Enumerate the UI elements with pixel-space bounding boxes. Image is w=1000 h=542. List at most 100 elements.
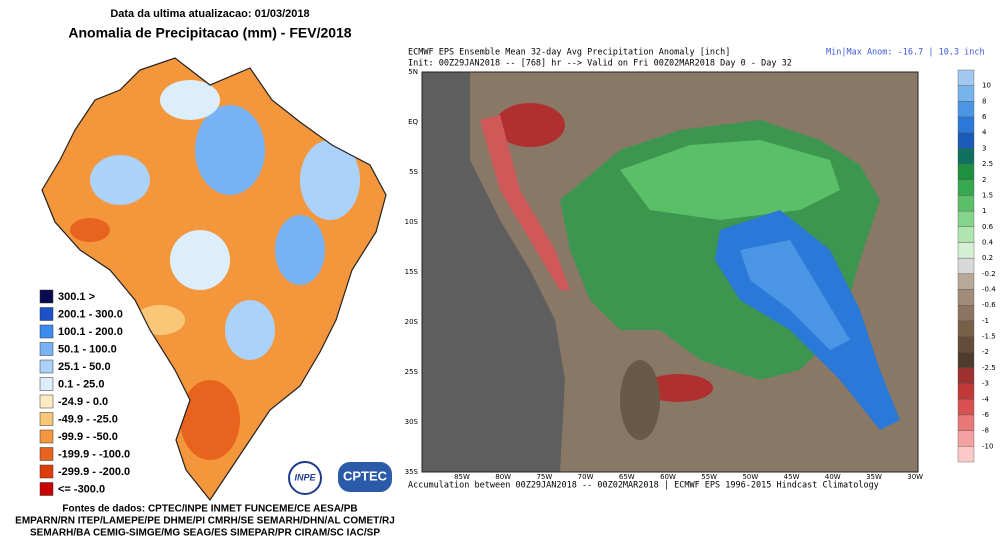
colorbar-cell: [957, 210, 975, 227]
colorbar-label: -2.5: [982, 364, 996, 372]
legend-label: -49.9 - -25.0: [58, 413, 118, 425]
lon-label: 60W: [660, 473, 676, 481]
colorbar-cell: [957, 320, 975, 337]
right-footer: Accumulation between 00Z29JAN2018 -- 00Z…: [408, 481, 879, 491]
colorbar-label: 3: [982, 144, 986, 152]
lon-label: 50W: [742, 473, 758, 481]
lon-label: 85W: [454, 473, 470, 481]
legend-swatch: [39, 359, 54, 374]
legend-swatch: [39, 307, 54, 321]
lon-label: 35W: [866, 473, 882, 481]
lon-label: 75W: [536, 473, 552, 481]
colorbar-label: -2: [982, 348, 989, 356]
lon-label: 70W: [578, 473, 594, 481]
colorbar-cell: [957, 242, 975, 259]
updated: Data da ultima atualizacao: 01/03/2018: [110, 8, 309, 20]
lon-label: 30W: [907, 473, 923, 481]
legend-label: 300.1 >: [58, 291, 95, 303]
legend-label: -299.9 - -200.0: [58, 466, 130, 478]
colorbar-label: -4: [982, 395, 990, 403]
colorbar-label: 2.5: [982, 160, 993, 168]
colorbar-label: 10: [982, 82, 991, 90]
legend-swatch: [39, 377, 54, 391]
legend-swatch: [39, 464, 54, 479]
right-title: ECMWF EPS Ensemble Mean 32-day Avg Preci…: [408, 48, 730, 58]
colorbar-cell: [957, 69, 975, 86]
legend-label: -199.9 - -100.0: [58, 448, 130, 460]
legend: 300.1 > 200.1 - 300.0 100.1 - 200.0 50.1 - …: [39, 289, 130, 496]
colorbar-label: -1.5: [982, 333, 996, 341]
colorbar-label: 4: [982, 129, 987, 137]
colorbar-cell: [957, 148, 975, 165]
colorbar-cell: [957, 399, 975, 416]
colorbar-cell: [957, 195, 975, 212]
colorbar-cell: [957, 273, 975, 290]
colorbar-cell: [957, 383, 975, 400]
legend-label: 50.1 - 100.0: [58, 343, 117, 355]
left-title: Anomalia de Precipitacao (mm) - FEV/2018: [68, 25, 351, 41]
lat-label: EQ: [408, 118, 418, 126]
logo-inpe: INPE: [294, 472, 316, 482]
colorbar-cell: [957, 116, 975, 133]
right-init: Init: 00Z29JAN2018 -- [768] hr --> Valid…: [408, 59, 792, 69]
lon-label: 65W: [619, 473, 635, 481]
brazil-border: [41, 57, 387, 502]
map-frame: [421, 71, 919, 473]
legend-swatch: [39, 289, 54, 304]
colorbar-label: 1: [982, 207, 986, 215]
colorbar-cell: [957, 257, 975, 275]
logos: INPE CPTEC: [288, 461, 392, 495]
colorbar-label: 0.6: [982, 223, 994, 231]
colorbar-cell: [957, 305, 975, 322]
colorbar-cell: [957, 352, 975, 369]
lat-label: 25S: [405, 368, 419, 376]
forecast-map: [422, 72, 918, 472]
colorbar-cell: [957, 132, 975, 149]
colorbar-cell: [957, 430, 975, 447]
legend-swatch: [39, 482, 54, 496]
lon-label: 40W: [825, 473, 841, 481]
logo-cptec: CPTEC: [343, 468, 388, 483]
legend-swatch: [39, 412, 54, 426]
legend-swatch: [39, 447, 54, 461]
colorbar-cell: [957, 367, 975, 384]
minmax: Min|Max Anom: -16.7 | 10.3 inch: [826, 48, 985, 58]
colorbar-label: 1.5: [982, 191, 993, 199]
colorbar-cell: [957, 163, 975, 180]
lon-label: 55W: [701, 473, 717, 481]
colorbar-cell: [957, 414, 975, 431]
legend-label: -99.9 - -50.0: [58, 431, 118, 443]
colorbar-label: -8: [982, 427, 989, 435]
source-line: SEMARH/BA CEMIG-SIMGE/MG SEAG/ES SIMEPAR…: [30, 528, 380, 539]
lat-label: 5N: [408, 68, 418, 76]
colorbar-label: -10: [982, 442, 993, 450]
legend-label: 100.1 - 200.0: [58, 326, 123, 338]
lat-label: 30S: [405, 418, 419, 426]
colorbar-label: 0.4: [982, 238, 994, 246]
colorbar-label: -3: [982, 380, 989, 388]
legend-label: 200.1 - 300.0: [58, 308, 123, 320]
colorbar-cell: [957, 226, 975, 243]
lat-label: 5S: [409, 168, 418, 176]
legend-label: <= -300.0: [58, 483, 105, 495]
colorbar-cell: [957, 179, 975, 196]
legend-swatch: [39, 394, 54, 409]
lat-label: 20S: [405, 318, 419, 326]
colorbar-cell: [957, 336, 975, 353]
lon-label: 45W: [784, 473, 800, 481]
legend-label: -24.9 - 0.0: [58, 396, 108, 408]
legend-swatch: [39, 342, 54, 356]
legend-swatch: [39, 429, 54, 444]
colorbar-label: 0.2: [982, 254, 993, 262]
lat-label: 15S: [405, 268, 419, 276]
colorbar-cell: [957, 85, 975, 102]
colorbar-label: 6: [982, 113, 987, 121]
colorbar-label: -0.2: [982, 270, 996, 278]
map-axes: 5N EQ 5S 10S 15S 20S 25S 30S 35S 85W 80W 75W 70W 65W 6…: [405, 68, 924, 481]
colorbar-label: -6: [982, 411, 990, 419]
colorbar-cell: [957, 101, 975, 118]
colorbar: 10 8 6 4 3 2.5 2 1.5 1 0.6 0.4 0.2 -0.2 -0.4 -0.6 -1 -1.…: [957, 69, 996, 463]
lat-label: 35S: [405, 468, 419, 476]
